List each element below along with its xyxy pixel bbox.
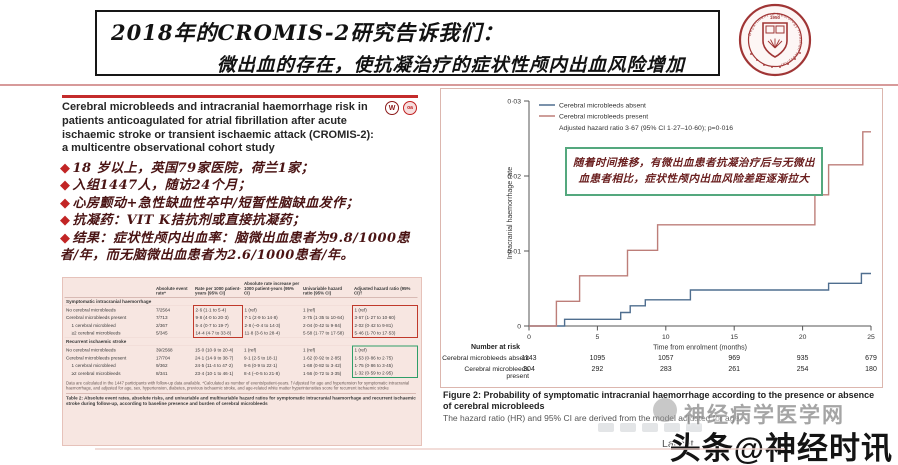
table2-col-header: Univariable hazard ratio (95% CI): [301, 280, 353, 298]
risk-value: 1143: [521, 355, 537, 362]
site-watermark-text: 神经病学医学网: [684, 404, 845, 427]
x-tick-label: 0: [527, 334, 531, 341]
site-watermark-logo: [653, 398, 677, 422]
risk-value: 304: [523, 366, 535, 373]
legend-label: Cerebral microbleeds present: [559, 114, 648, 121]
risk-value: 254: [796, 366, 809, 373]
diamond-bullet-icon: ◆: [60, 161, 71, 176]
footer-faint-rule: [95, 448, 785, 450]
risk-row-label: Cerebral microbleeds absent: [442, 355, 529, 362]
table-row: No cerebral microbleeds 7/2564 2·6 (1·1 to…: [65, 305, 418, 314]
number-at-risk-table: Cerebral microbleeds absent 1143 1095 1057 9…: [441, 89, 882, 387]
number-at-risk-title: Number at risk: [471, 344, 521, 351]
risk-value: 283: [659, 366, 672, 373]
risk-value: 935: [796, 355, 809, 362]
x-tick-label: 5: [596, 334, 600, 341]
seal-book-icon: [765, 25, 785, 34]
lancet-table2-card: Absolute event rate* Rate per 1000 patien…: [62, 277, 422, 446]
diamond-bullet-icon: ◆: [60, 230, 71, 246]
x-tick-label: 15: [730, 334, 738, 341]
table-row: 1 cerebral microbleed 2/367 5·4 (0·7 to 19…: [65, 321, 418, 330]
slide-title-box: 2018年的CROMIS-2研究告诉我们： 微出血的存在，使抗凝治疗的症状性颅内…: [95, 10, 720, 76]
paper-title: Cerebral microbleeds and intracranial ha…: [62, 101, 374, 155]
open-access-icon: oa: [403, 101, 417, 115]
study-bullet: ◆ 18 岁以上，英国79家医院，荷兰1家；: [60, 161, 315, 176]
x-tick-label: 10: [662, 334, 670, 341]
table2-col-header: Adjusted hazard ratio (95% CI)†: [352, 280, 418, 298]
table-row: Cerebral microbleeds present 7/713 9·8 (4·…: [65, 313, 418, 322]
x-tick-label: 20: [799, 334, 807, 341]
risk-value: 180: [865, 366, 877, 373]
table2-section-row: Recurrent ischaemic stroke: [64, 336, 418, 347]
table-row: No cerebral microbleeds 39/2568 15·0 (10·9…: [65, 345, 418, 355]
risk-value: 1057: [658, 355, 674, 362]
y-tick-label: 0·02: [507, 173, 521, 180]
figure-caption-note: The hazard ratio (HR) and 95% CI are der…: [443, 413, 740, 423]
risk-value: 1095: [589, 355, 606, 362]
study-bullet: ◆ 心房颤动+急性缺血性卒中/短暂性脑缺血发作；: [60, 195, 360, 211]
slide-title-line2: 微出血的存在，使抗凝治疗的症状性颅内出血风险增加: [217, 55, 686, 76]
table2-col-header: [64, 280, 155, 298]
slide-title-line1: 2018年的CROMIS-2研究告诉我们：: [111, 20, 505, 45]
header-divider: [0, 84, 898, 86]
risk-value: 969: [728, 355, 741, 362]
y-axis-label: Intracranial haemorrhage rate: [507, 167, 514, 259]
seal-year: 1950: [770, 15, 781, 20]
seal-bottom-glyphs: [750, 52, 801, 68]
risk-value: 261: [728, 366, 741, 373]
table2-header-row: Absolute event rate* Rate per 1000 patien…: [64, 280, 418, 298]
annotation-box: 随着时间推移，有微出血患者抗凝治疗后与无微出血患者相比，症状性颅内出血风险差距逐…: [565, 147, 823, 196]
risk-value: 292: [591, 366, 604, 373]
table2-col-header: Absolute rate increase per 1000 patient-…: [242, 280, 302, 298]
toutiao-watermark: 头条@神经时讯: [669, 431, 893, 465]
table2: Absolute event rate* Rate per 1000 patien…: [64, 280, 418, 379]
risk-row-label: Cerebral microbleeds present: [464, 366, 529, 380]
hospital-seal-logo: Department of Neurology Huashan Hospital…: [738, 3, 812, 77]
series-cerebral-microbleeds-present: [529, 131, 871, 327]
series-cerebral-microbleeds-absent: [529, 272, 871, 327]
table2-col-header: Rate per 1000 patient-years (95% CI): [193, 280, 243, 298]
lancet-red-rule: [62, 95, 418, 98]
km-curve-chart: 0 0·01 0·02 0·03 0 5 10 15 20 25 Time from enrolme…: [507, 98, 875, 352]
diamond-bullet-icon: ◆: [60, 195, 71, 211]
x-tick-label: 25: [867, 334, 875, 341]
table2-col-header: Absolute event rate*: [154, 280, 194, 298]
diamond-bullet-icon: ◆: [60, 213, 71, 229]
blurred-text-artifact: [598, 423, 702, 432]
y-tick-label: 0·03: [507, 98, 521, 105]
figure-caption-title: Figure 2: Probability of symptomatic int…: [443, 390, 875, 411]
table2-section-row: Symptomatic intracranial haemorrhage: [64, 297, 418, 306]
risk-value: 679: [865, 355, 877, 362]
journal-name: Lancet: [662, 438, 694, 450]
table-footnote: Data are calculated in the 1447 particip…: [66, 380, 410, 391]
diamond-bullet-icon: ◆: [60, 178, 71, 194]
figure-caption: Figure 2: Probability of symptomatic int…: [443, 390, 883, 423]
y-tick-label: 0·01: [507, 248, 521, 255]
seal-rays: [767, 38, 783, 49]
table-row: 1 cerebral microbleed 9/362 24·5 (11·4 to …: [65, 361, 418, 370]
seal-shield: [762, 22, 788, 58]
hazard-ratio-stat: Adjusted hazard ratio 3·67 (95% CI 1·27–…: [559, 125, 733, 132]
table-row: ≥2 cerebral microbleeds 8/341 23·4 (10·1 t…: [65, 369, 418, 379]
study-bullet-list: ◆ 18 岁以上，英国79家医院，荷兰1家； ◆ 入组1447人，随访24个月； ◆ 心房…: [60, 160, 420, 264]
x-axis-label: Time from enrolment (months): [653, 345, 747, 352]
table-caption: Table 2: Absolute event rates, absolute …: [66, 393, 416, 407]
web-appendix-icon: W: [385, 101, 399, 115]
table-row: ≥2 cerebral microbleeds 5/345 14·4 (4·7 to…: [65, 329, 418, 338]
study-bullet: ◆ 入组1447人，随访24个月；: [60, 178, 252, 194]
figure2-panel: 0 0·01 0·02 0·03 0 5 10 15 20 25 Time from enrolme…: [440, 88, 883, 388]
paper-icons: W oa: [385, 101, 417, 115]
legend-label: Cerebral microbleeds absent: [559, 103, 646, 110]
y-tick-label: 0: [517, 323, 521, 330]
table-row: Cerebral microbleeds present 17/704 24·1 (…: [65, 354, 418, 362]
study-bullet: ◆ 抗凝药：VIT K拮抗剂或直接抗凝药；: [60, 213, 306, 229]
study-bullet: ◆ 结果：症状性颅内出血率：脑微出血患者为9.8/1000患者/年，而无脑微出血患…: [60, 230, 411, 264]
